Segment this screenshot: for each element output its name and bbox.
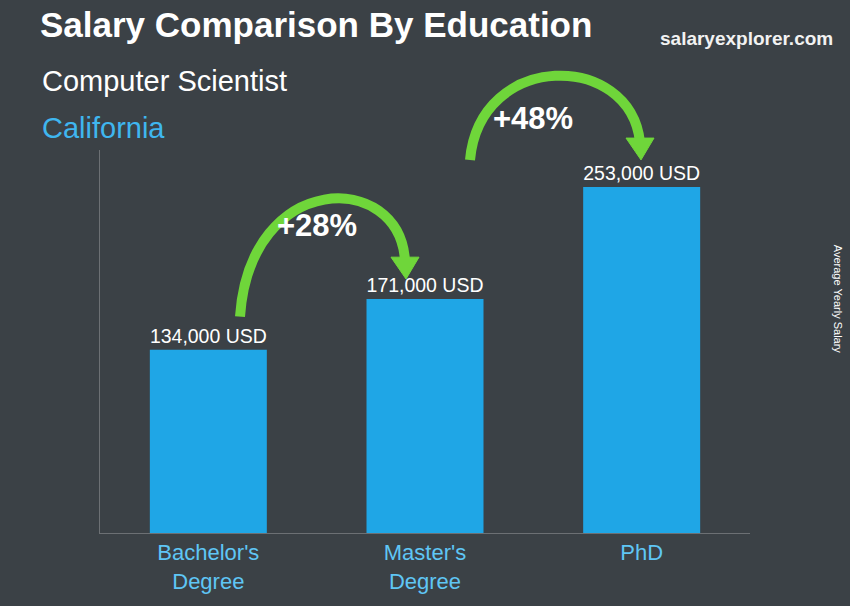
svg-text:+48%: +48%	[493, 101, 573, 136]
svg-text:253,000 USD: 253,000 USD	[583, 162, 700, 184]
svg-text:+28%: +28%	[277, 208, 357, 243]
svg-text:134,000 USD: 134,000 USD	[150, 325, 267, 347]
svg-text:Computer Scientist: Computer Scientist	[42, 65, 287, 97]
svg-text:PhD: PhD	[620, 540, 663, 565]
svg-text:Average Yearly Salary: Average Yearly Salary	[832, 245, 844, 354]
svg-text:Master'sDegree: Master'sDegree	[384, 540, 466, 594]
svg-text:Salary Comparison By Education: Salary Comparison By Education	[40, 5, 592, 44]
svg-text:salaryexplorer.com: salaryexplorer.com	[660, 28, 833, 49]
svg-text:Bachelor'sDegree: Bachelor'sDegree	[157, 540, 259, 594]
svg-text:California: California	[42, 112, 165, 144]
svg-text:171,000 USD: 171,000 USD	[367, 274, 484, 296]
